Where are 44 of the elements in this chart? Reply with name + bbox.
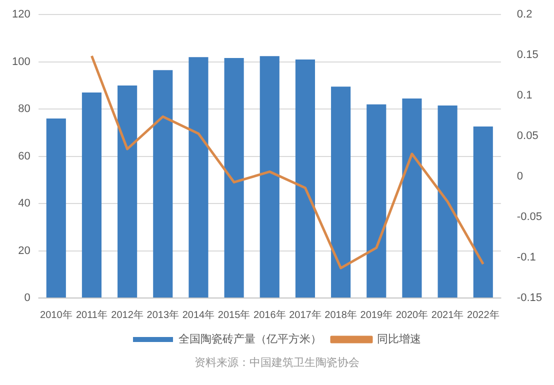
y-tick-label: 100 (12, 56, 30, 68)
bar (153, 70, 173, 298)
y2-tick-label: 0.2 (516, 8, 532, 21)
bar (188, 57, 208, 298)
y2-tick-label: -0.1 (516, 252, 536, 264)
bar (331, 86, 351, 298)
bar (473, 126, 493, 298)
x-tick-label: 2022年 (467, 308, 500, 321)
y-tick-label: 60 (18, 150, 30, 162)
x-tick-label: 2011年 (76, 308, 108, 321)
x-tick-label: 2021年 (431, 308, 464, 321)
bar (295, 59, 316, 298)
x-tick-label: 2014年 (182, 308, 215, 321)
bar (82, 92, 102, 298)
bar (438, 106, 458, 298)
x-tick-label: 2015年 (218, 308, 250, 321)
legend-label: 同比增速 (377, 332, 421, 346)
y2-tick-label: 0.1 (516, 90, 532, 102)
bar (366, 104, 386, 298)
x-tick-label: 2013年 (146, 308, 180, 321)
legend-label: 全国陶瓷砖产量（亿平方米） (178, 332, 322, 346)
y-tick-label: 0 (24, 292, 30, 304)
bar (46, 118, 66, 298)
y-tick-label: 120 (12, 8, 30, 21)
x-tick-label: 2020年 (396, 308, 428, 321)
x-tick-label: 2010年 (40, 308, 72, 321)
y-tick-label: 20 (18, 244, 30, 257)
bar (224, 58, 244, 298)
y2-tick-label: -0.15 (516, 292, 542, 304)
x-tick-label: 2017年 (289, 308, 322, 321)
y2-tick-label: -0.05 (516, 211, 542, 224)
bar (402, 98, 422, 298)
x-tick-label: 2012年 (111, 308, 144, 321)
bar (260, 56, 280, 298)
y2-tick-label: 0.05 (516, 130, 538, 142)
x-tick-label: 2018年 (324, 308, 357, 321)
x-tick-label: 2019年 (360, 308, 393, 321)
bar (118, 85, 138, 298)
y2-tick-label: 0 (516, 170, 524, 183)
y-tick-label: 80 (18, 103, 30, 116)
y-tick-label: 40 (18, 198, 30, 210)
x-tick-label: 2016年 (254, 308, 286, 321)
y2-tick-label: 0.15 (516, 49, 538, 62)
text: 资料来源：中国建筑卫生陶瓷协会 (194, 355, 360, 370)
